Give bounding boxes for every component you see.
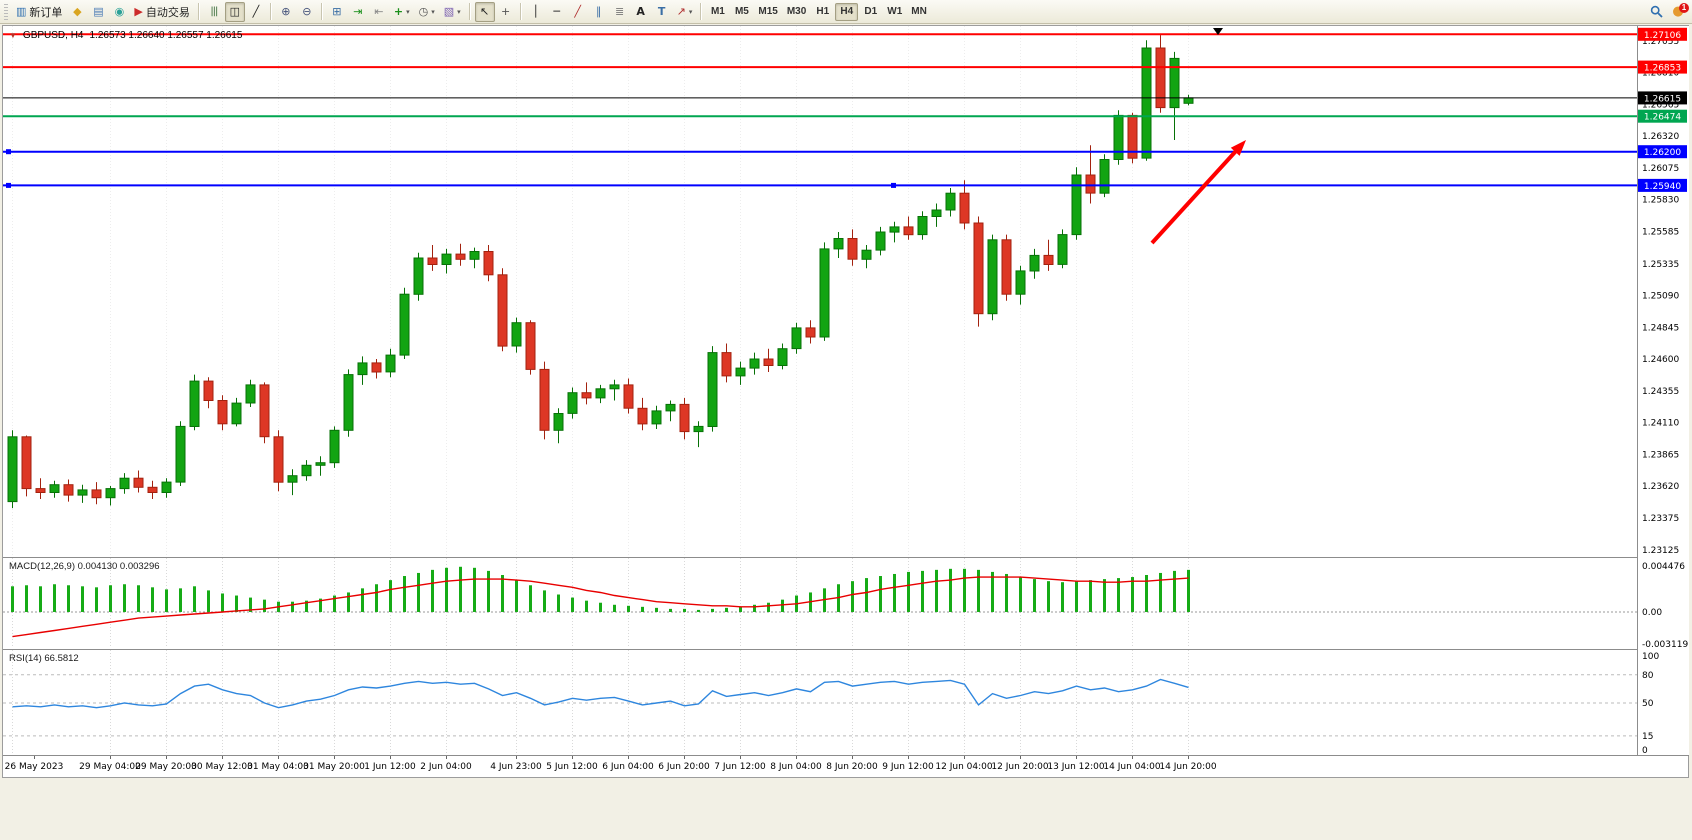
periods-button[interactable]: ◷ ▾ bbox=[415, 2, 439, 22]
vertical-line-icon: │ bbox=[532, 5, 539, 18]
rsi-indicator-label: RSI(14) 66.5812 bbox=[9, 653, 79, 664]
zoom-out-button[interactable]: ⊖ bbox=[297, 2, 317, 22]
strategy-tester-button[interactable]: ◉ bbox=[109, 2, 129, 22]
line-chart-icon: ╱ bbox=[252, 5, 260, 18]
cursor-button[interactable]: ↖ bbox=[474, 1, 495, 22]
search-button[interactable] bbox=[1646, 2, 1667, 22]
text-label-button[interactable]: T bbox=[652, 2, 672, 22]
terminal-button[interactable]: ▤ bbox=[88, 2, 108, 22]
auto-scroll-icon: ⇥ bbox=[353, 5, 363, 18]
line-chart-button[interactable]: ╱ bbox=[246, 2, 266, 22]
autotrading-button[interactable]: ▶ 自动交易 bbox=[130, 2, 193, 22]
search-icon bbox=[1650, 5, 1663, 18]
bar-chart-button[interactable]: ||| bbox=[204, 2, 224, 22]
arrows-button[interactable]: ↗ ▾ bbox=[673, 2, 697, 22]
strategy-tester-icon: ◉ bbox=[114, 5, 125, 18]
time-axis[interactable] bbox=[3, 756, 1636, 777]
timeframe-button-w1[interactable]: W1 bbox=[883, 3, 906, 21]
new-order-button[interactable]: ▥ 新订单 bbox=[12, 2, 66, 22]
chart-shift-button[interactable]: ⇤ bbox=[369, 2, 389, 22]
price-axis[interactable] bbox=[1638, 26, 1689, 755]
new-order-label: 新订单 bbox=[29, 6, 63, 19]
zoom-out-icon: ⊖ bbox=[302, 5, 312, 18]
toolbar-separator bbox=[269, 3, 272, 20]
text-button[interactable]: A bbox=[631, 2, 651, 22]
timeframe-button-mn[interactable]: MN bbox=[907, 3, 931, 21]
autotrading-label: 自动交易 bbox=[145, 6, 190, 19]
toolbar-separator bbox=[468, 3, 471, 20]
equidistant-channel-button[interactable]: ∥ bbox=[589, 2, 609, 22]
chart-shift-icon: ⇤ bbox=[374, 5, 384, 18]
indicators-plus-icon: + bbox=[393, 5, 404, 18]
arrow-tool-icon: ↗ bbox=[676, 5, 686, 18]
vertical-line-button[interactable]: │ bbox=[526, 2, 546, 22]
toolbar-separator bbox=[519, 3, 522, 20]
timeframe-button-h1[interactable]: H1 bbox=[811, 3, 834, 21]
timeframe-button-m30[interactable]: M30 bbox=[783, 3, 810, 21]
timeframe-button-d1[interactable]: D1 bbox=[859, 3, 882, 21]
horizontal-line-button[interactable]: ─ bbox=[547, 2, 567, 22]
horizontal-line-icon: ─ bbox=[553, 5, 560, 18]
candlestick-chart-button[interactable]: ◫ bbox=[224, 1, 245, 22]
zoom-in-icon: ⊕ bbox=[281, 5, 291, 18]
notifications-button[interactable]: ● 1 bbox=[1668, 2, 1689, 22]
dropdown-arrow-icon: ▾ bbox=[431, 7, 435, 16]
template-icon: ▧ bbox=[443, 5, 455, 18]
terminal-icon: ▤ bbox=[93, 5, 104, 18]
cursor-icon: ↖ bbox=[480, 5, 490, 18]
toolbar-grip[interactable] bbox=[4, 3, 8, 20]
timeframe-button-m5[interactable]: M5 bbox=[730, 3, 753, 21]
autotrading-play-icon: ▶ bbox=[134, 5, 143, 18]
indicators-button[interactable]: + ▾ bbox=[390, 2, 414, 22]
clock-icon: ◷ bbox=[418, 5, 429, 18]
symbol-period-label: GBPUSD, H4 bbox=[22, 30, 84, 41]
dropdown-arrow-icon: ▾ bbox=[688, 7, 693, 16]
trendline-button[interactable]: ╱ bbox=[568, 2, 588, 22]
toolbar-separator bbox=[320, 3, 323, 20]
text-icon: A bbox=[636, 5, 645, 18]
new-order-icon: ▥ bbox=[16, 5, 27, 18]
timeframe-button-m15[interactable]: M15 bbox=[754, 3, 781, 21]
ohlc-values: 1.26573 1.26640 1.26557 1.26615 bbox=[89, 30, 243, 41]
fibonacci-button[interactable]: ≣ bbox=[610, 2, 630, 22]
toolbar-separator bbox=[700, 3, 703, 20]
crosshair-icon: + bbox=[501, 5, 511, 18]
macd-indicator-label: MACD(12,26,9) 0.004130 0.003296 bbox=[9, 561, 160, 572]
auto-scroll-button[interactable]: ⇥ bbox=[348, 2, 368, 22]
timeframe-button-m1[interactable]: M1 bbox=[706, 3, 729, 21]
crosshair-button[interactable]: + bbox=[496, 2, 516, 22]
chart-window[interactable] bbox=[2, 25, 1689, 778]
tile-windows-button[interactable]: ⊞ bbox=[327, 2, 347, 22]
toolbar-separator bbox=[197, 3, 200, 20]
zoom-in-button[interactable]: ⊕ bbox=[276, 2, 296, 22]
text-label-icon: T bbox=[657, 5, 666, 18]
chart-plot-area[interactable] bbox=[3, 26, 1636, 755]
notification-badge: 1 bbox=[1679, 2, 1689, 13]
notification-icon: ● bbox=[1672, 4, 1684, 19]
tile-windows-icon: ⊞ bbox=[332, 5, 342, 18]
timeframe-button-h4[interactable]: H4 bbox=[835, 2, 859, 21]
candlestick-chart-icon: ◫ bbox=[229, 5, 241, 18]
trendline-icon: ╱ bbox=[574, 5, 581, 18]
toolbar: ▥ 新订单 ◆ ▤ ◉ ▶ 自动交易 ||| ◫ ╱ ⊕ ⊖ ⊞ ⇥ ⇤ + ▾ bbox=[0, 0, 1692, 24]
timeframe-group: M1 M5 M15 M30 H1 H4 D1 W1 MN bbox=[706, 2, 931, 21]
fibonacci-icon: ≣ bbox=[615, 5, 625, 18]
templates-button[interactable]: ▧ ▾ bbox=[440, 2, 465, 22]
metaeditor-icon: ◆ bbox=[73, 5, 82, 18]
dropdown-arrow-icon: ▾ bbox=[457, 7, 461, 16]
dropdown-arrow-icon: ▾ bbox=[406, 7, 410, 16]
metaeditor-button[interactable]: ◆ bbox=[67, 2, 87, 22]
channel-icon: ∥ bbox=[595, 5, 602, 18]
bar-chart-icon: ||| bbox=[210, 5, 218, 17]
